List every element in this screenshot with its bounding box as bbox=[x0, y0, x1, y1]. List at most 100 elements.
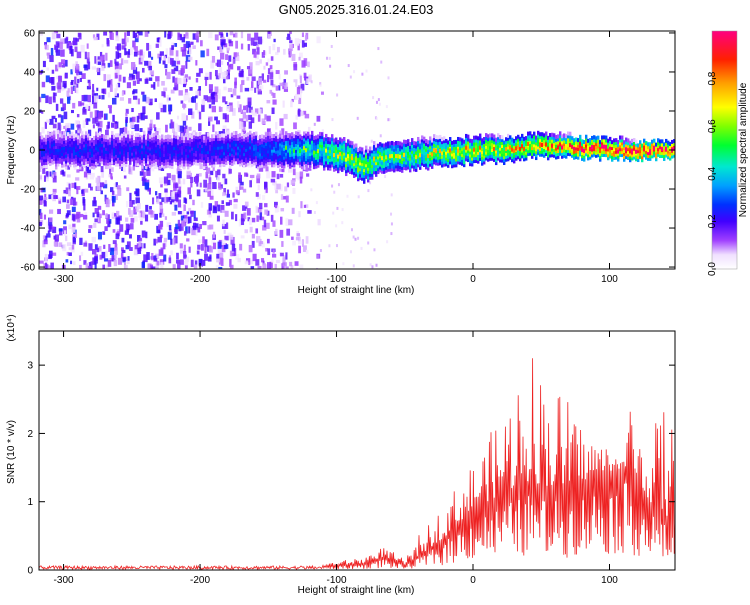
spectrogram-signal-cell bbox=[293, 157, 296, 162]
spectrogram-signal-cell bbox=[343, 166, 346, 171]
spectrogram-noise-cell bbox=[256, 215, 259, 222]
spectrogram-signal-cell bbox=[197, 147, 200, 152]
spectrogram-signal-cell bbox=[175, 146, 178, 151]
spectrogram-noise-cell bbox=[221, 39, 226, 46]
spectrogram-peak-cell bbox=[601, 144, 604, 149]
spectrogram-signal-cell bbox=[629, 143, 632, 148]
spectrogram-signal-cell bbox=[359, 152, 362, 157]
spectrogram-noise-cell bbox=[121, 38, 125, 45]
spectrogram-noise-cell bbox=[176, 115, 180, 120]
spectrogram-noise-cell bbox=[48, 265, 52, 269]
spectrogram-signal-cell bbox=[479, 156, 482, 161]
spectrogram-signal-cell bbox=[219, 148, 222, 153]
spectrogram-signal-cell bbox=[183, 153, 186, 158]
spectrogram-noise-cell bbox=[129, 47, 133, 55]
spectrogram-signal-cell bbox=[377, 146, 380, 151]
spectrogram-signal-cell bbox=[519, 142, 522, 147]
spectrogram-signal-cell bbox=[429, 148, 432, 153]
spectrogram-signal-cell bbox=[647, 148, 650, 153]
spectrogram-noise-cell bbox=[225, 76, 229, 80]
spectrogram-signal-cell bbox=[123, 140, 126, 145]
spectrogram-signal-cell bbox=[479, 148, 482, 153]
spectrogram-noise-cell bbox=[373, 248, 376, 252]
spectrogram-signal-cell bbox=[279, 136, 282, 141]
spectrogram-signal-cell bbox=[205, 162, 208, 167]
spectrogram-noise-cell bbox=[360, 246, 363, 250]
spectrogram-signal-cell bbox=[93, 159, 96, 164]
spectrogram-noise-cell bbox=[189, 194, 192, 200]
spectrogram-peak-cell bbox=[449, 148, 452, 153]
spectrogram-signal-cell bbox=[601, 135, 604, 140]
spectrogram-noise-cell bbox=[190, 41, 194, 45]
spectrogram-noise-cell bbox=[158, 249, 164, 256]
spectrogram-signal-cell bbox=[185, 162, 188, 167]
spectrogram-signal-cell bbox=[207, 132, 210, 137]
spectrogram-signal-cell bbox=[413, 167, 416, 172]
spectrogram-signal-cell bbox=[123, 158, 126, 163]
spectrogram-signal-cell bbox=[287, 160, 290, 165]
spectrogram-peak-cell bbox=[539, 142, 542, 147]
spectrogram-signal-cell bbox=[531, 151, 534, 156]
spectrogram-signal-cell bbox=[165, 158, 168, 163]
spectrogram-signal-cell bbox=[221, 150, 224, 155]
spectrogram-signal-cell bbox=[319, 158, 322, 163]
spectrogram-noise-cell bbox=[45, 95, 49, 104]
spectrogram-noise-cell bbox=[301, 60, 306, 68]
spectrogram-signal-cell bbox=[151, 148, 154, 153]
spectrogram-signal-cell bbox=[513, 159, 516, 164]
spectrogram-signal-cell bbox=[585, 146, 588, 151]
spectrogram-noise-cell bbox=[41, 110, 44, 114]
spectrogram-noise-cell bbox=[257, 193, 261, 200]
spectrogram-noise-cell bbox=[88, 183, 92, 188]
spectrogram-signal-cell bbox=[93, 141, 96, 146]
spectrogram-signal-cell bbox=[175, 152, 178, 157]
spectrogram-noise-cell bbox=[109, 258, 114, 262]
spectrogram-noise-cell bbox=[245, 258, 250, 263]
spectrogram-noise-cell bbox=[76, 211, 81, 219]
spectrogram-signal-cell bbox=[211, 148, 214, 153]
spectrogram-signal-cell bbox=[433, 154, 436, 159]
spectrogram-signal-cell bbox=[443, 136, 446, 141]
spectrogram-noise-cell bbox=[204, 184, 209, 192]
spectrogram-peak-cell bbox=[511, 147, 514, 152]
spectrogram-signal-cell bbox=[235, 130, 238, 135]
spectrogram-signal-cell bbox=[217, 154, 220, 159]
spectrogram-signal-cell bbox=[449, 151, 452, 156]
spectrogram-noise-cell bbox=[104, 226, 108, 232]
spectrogram-noise-cell bbox=[306, 173, 310, 177]
spectrogram-noise-cell bbox=[183, 76, 187, 84]
spectrogram-noise-cell bbox=[83, 204, 86, 211]
spectrogram-noise-cell bbox=[108, 79, 113, 86]
spectrogram-signal-cell bbox=[69, 148, 72, 153]
spectrogram-signal-cell bbox=[161, 140, 164, 145]
spectrogram-noise-cell bbox=[69, 45, 73, 54]
spectrogram-signal-cell bbox=[535, 141, 538, 146]
spectrogram-signal-cell bbox=[333, 147, 336, 152]
spectrogram-signal-cell bbox=[185, 133, 188, 138]
spectrogram-noise-cell bbox=[233, 52, 237, 58]
spectrogram-signal-cell bbox=[309, 160, 312, 165]
spectrogram-noise-cell bbox=[287, 33, 291, 37]
spectrogram-signal-cell bbox=[181, 139, 184, 144]
spectrogram-signal-cell bbox=[121, 154, 124, 159]
spectrogram-signal-cell bbox=[325, 151, 328, 156]
spectrogram-signal-cell bbox=[83, 163, 86, 168]
spectrogram-signal-cell bbox=[411, 155, 414, 160]
spectrogram-signal-cell bbox=[75, 156, 78, 161]
spectrogram-noise-cell bbox=[290, 100, 293, 108]
spectrogram-signal-cell bbox=[421, 155, 424, 160]
spectrogram-noise-cell bbox=[208, 104, 212, 109]
spectrogram-signal-cell bbox=[61, 143, 64, 148]
spectrogram-noise-cell bbox=[71, 226, 76, 233]
spectrogram-signal-cell bbox=[451, 158, 454, 163]
spectrogram-signal-cell bbox=[263, 141, 266, 146]
spectrogram-signal-cell bbox=[443, 150, 446, 155]
spectrogram-signal-cell bbox=[245, 136, 248, 141]
spectrogram-signal-cell bbox=[213, 134, 216, 139]
spectrogram-signal-cell bbox=[199, 137, 202, 142]
spectrogram-noise-cell bbox=[275, 70, 280, 75]
spectrogram-signal-cell bbox=[623, 154, 626, 159]
spectrogram-signal-cell bbox=[225, 146, 228, 151]
spectrogram-noise-cell bbox=[221, 71, 226, 80]
